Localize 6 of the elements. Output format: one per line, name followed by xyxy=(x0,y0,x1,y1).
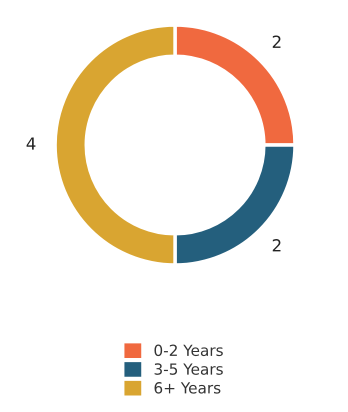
data-label: 2 xyxy=(272,239,280,252)
data-label: 4 xyxy=(26,137,36,150)
legend-label: 3-5 Years xyxy=(154,363,223,375)
legend-label: 6+ Years xyxy=(154,382,220,394)
data-label: 2 xyxy=(272,35,280,48)
legend-label: 0-2 Years xyxy=(154,344,223,356)
